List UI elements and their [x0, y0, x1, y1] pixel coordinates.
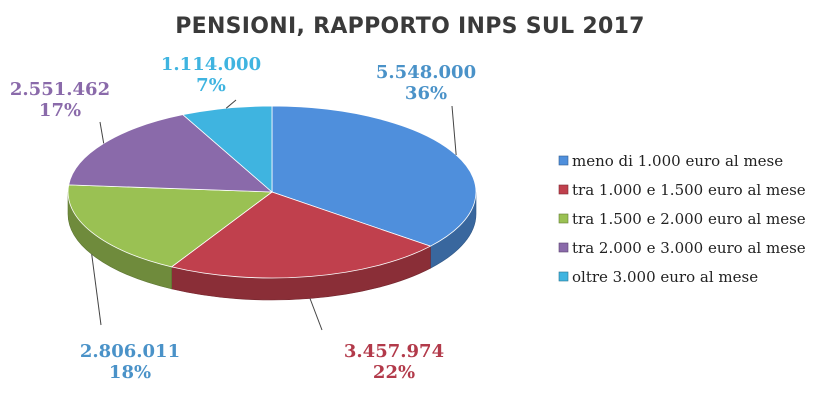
pie-slice-2 [67, 184, 274, 268]
data-label-percent: 17% [39, 100, 81, 121]
data-label-value: 5.548.000 [376, 62, 476, 83]
data-label-percent: 36% [405, 83, 447, 104]
data-label-value: 2.551.462 [10, 79, 110, 100]
pie-slice-0 [271, 105, 477, 247]
leader-line-4 [225, 99, 237, 109]
legend-label: meno di 1.000 euro al mese [572, 152, 783, 170]
leader-line-1 [309, 298, 323, 331]
leader-line-2 [91, 254, 102, 326]
leader-line-3 [99, 121, 105, 144]
legend-swatch-3 [558, 242, 569, 253]
legend-swatch-2 [558, 213, 569, 224]
pie-slices [67, 105, 477, 279]
legend-label: tra 1.500 e 2.000 euro al mese [572, 210, 806, 228]
legend-swatch-0 [558, 155, 569, 166]
data-label-value: 3.457.974 [344, 341, 444, 362]
data-label-value: 1.114.000 [161, 54, 261, 75]
legend-swatch-4 [558, 271, 569, 282]
legend-label: tra 1.000 e 1.500 euro al mese [572, 181, 806, 199]
legend: meno di 1.000 euro al mese tra 1.000 e 1.… [558, 152, 806, 286]
leader-lines [91, 99, 457, 331]
legend-label: tra 2.000 e 3.000 euro al mese [572, 239, 806, 257]
legend-label: oltre 3.000 euro al mese [572, 268, 758, 286]
data-label-percent: 18% [109, 362, 151, 383]
leader-line-0 [451, 105, 457, 156]
chart-title: PENSIONI, RAPPORTO INPS SUL 2017 [175, 14, 645, 39]
legend-swatch-1 [558, 184, 569, 195]
pie-slice-1 [170, 191, 432, 279]
data-label-percent: 22% [373, 362, 415, 383]
data-label-value: 2.806.011 [80, 341, 180, 362]
data-label-percent: 7% [196, 75, 226, 96]
